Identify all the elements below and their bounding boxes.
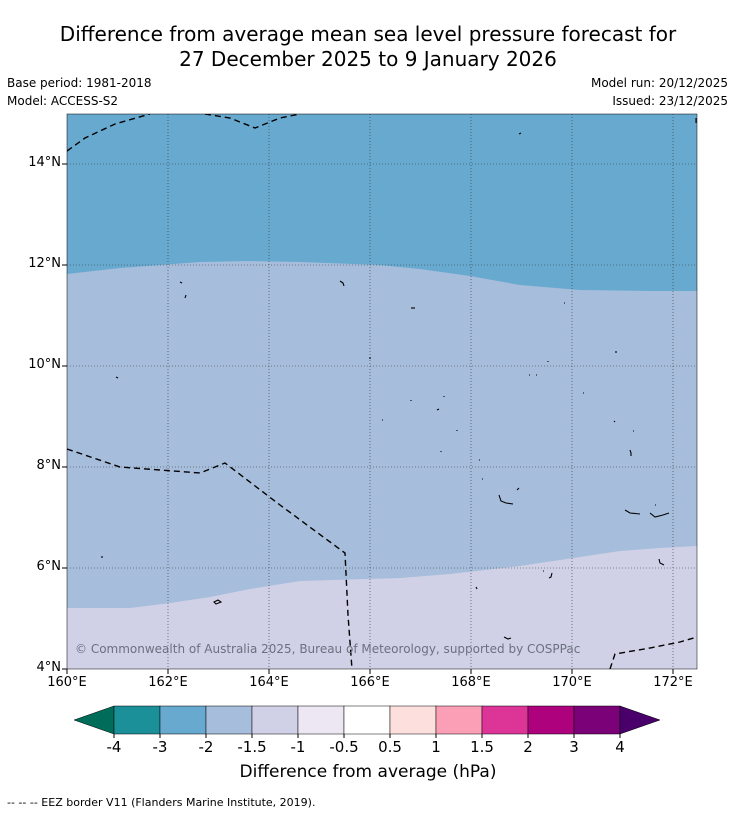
- colorbar-swatch: [527, 705, 575, 735]
- lat-label-6n: 6°N: [36, 559, 62, 574]
- title-line-2: 27 December 2025 to 9 January 2026: [179, 47, 557, 71]
- lon-label-160e: 160°E: [47, 675, 87, 690]
- map-frame: [66, 113, 698, 670]
- colorbar-swatch: [435, 705, 483, 735]
- copyright-notice: © Commonwealth of Australia 2025, Bureau…: [75, 642, 580, 656]
- lon-label-170e: 170°E: [552, 675, 592, 690]
- lon-label-168e: 168°E: [451, 675, 491, 690]
- colorbar-tick-label: 3: [569, 738, 579, 756]
- issued-date: Issued: 23/12/2025: [612, 94, 728, 108]
- colorbar-swatch: [573, 705, 621, 735]
- colorbar-arrow-low: [73, 705, 115, 735]
- lon-label-162e: 162°E: [148, 675, 188, 690]
- chart-title: Difference from average mean sea level p…: [0, 22, 736, 72]
- colorbar-swatch: [113, 705, 161, 735]
- lat-label-4n: 4°N: [36, 660, 62, 675]
- lat-label-8n: 8°N: [36, 458, 62, 473]
- eez-borders: [67, 114, 697, 669]
- colorbar-arrow-high: [619, 705, 661, 735]
- lat-label-12n: 12°N: [28, 256, 61, 271]
- colorbar-tick-label: 1.5: [470, 738, 494, 756]
- meta-left: Base period: 1981-2018 Model: ACCESS-S2: [7, 74, 152, 110]
- band-minus-2: [67, 114, 697, 291]
- colorbar-swatch: [343, 705, 391, 735]
- lat-label-14n: 14°N: [28, 155, 61, 170]
- islands: [101, 118, 697, 640]
- colorbar-swatch: [481, 705, 529, 735]
- colorbar-tick-label: -0.5: [329, 738, 358, 756]
- title-line-1: Difference from average mean sea level p…: [59, 22, 677, 46]
- colorbar: -4 -3 -2 -1.5 -1 -0.5 0.5 1 1.5 2 3 4: [73, 705, 661, 756]
- map-plot: [67, 114, 697, 669]
- colorbar-tick-label: 4: [615, 738, 625, 756]
- model-name: Model: ACCESS-S2: [7, 94, 119, 108]
- colorbar-tick-label: -1: [291, 738, 306, 756]
- colorbar-swatch: [389, 705, 437, 735]
- colorbar-tick-label: 0.5: [378, 738, 402, 756]
- base-period: Base period: 1981-2018: [7, 76, 152, 90]
- grid-lines: [67, 114, 697, 669]
- band-minus-1: [67, 546, 697, 669]
- meta-right: Model run: 20/12/2025 Issued: 23/12/2025: [591, 74, 728, 110]
- colorbar-swatch: [159, 705, 207, 735]
- colorbar-swatch: [205, 705, 253, 735]
- colorbar-tick-label: -4: [107, 738, 122, 756]
- colorbar-tick-label: -2: [199, 738, 214, 756]
- colorbar-tick-label: -3: [153, 738, 168, 756]
- model-run: Model run: 20/12/2025: [590, 76, 728, 90]
- colorbar-swatch: [251, 705, 299, 735]
- axis-ticks: [62, 163, 674, 674]
- colorbar-swatch: [297, 705, 345, 735]
- eez-footnote: -- -- -- EEZ border V11 (Flanders Marine…: [7, 796, 316, 809]
- colorbar-tick-label: -1.5: [237, 738, 266, 756]
- colorbar-tick-label: 1: [431, 738, 441, 756]
- lon-label-166e: 166°E: [350, 675, 390, 690]
- colorbar-tick-label: 2: [523, 738, 533, 756]
- lon-label-164e: 164°E: [249, 675, 289, 690]
- colorbar-title: Difference from average (hPa): [239, 762, 497, 782]
- lat-label-10n: 10°N: [28, 357, 61, 372]
- lon-label-172e: 172°E: [653, 675, 693, 690]
